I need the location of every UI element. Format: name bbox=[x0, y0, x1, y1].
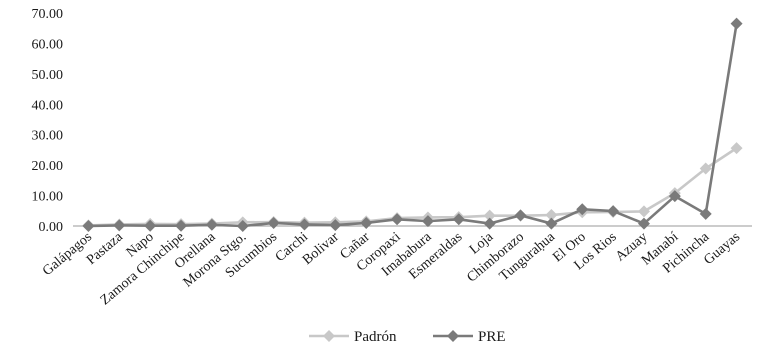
legend-label: PRE bbox=[478, 329, 506, 345]
y-tick-label: 50.00 bbox=[32, 68, 64, 83]
y-axis: 0.00 10.00 20.00 30.00 40.00 50.00 60.00 70.00 bbox=[32, 7, 64, 235]
data-point bbox=[298, 218, 311, 231]
y-tick-label: 20.00 bbox=[32, 159, 64, 174]
legend-item: Padrón bbox=[309, 329, 397, 345]
data-point bbox=[637, 217, 650, 230]
series-1 bbox=[82, 17, 743, 232]
data-point bbox=[514, 209, 527, 222]
legend-marker bbox=[323, 330, 335, 342]
data-point bbox=[483, 209, 496, 222]
y-tick-label: 0.00 bbox=[39, 220, 64, 235]
y-tick-label: 70.00 bbox=[32, 7, 64, 22]
y-tick-label: 60.00 bbox=[32, 37, 64, 52]
x-tick-label: Guayas bbox=[701, 230, 743, 268]
series-line bbox=[88, 23, 738, 228]
x-tick-label: Bolivar bbox=[300, 229, 342, 268]
y-tick-label: 30.00 bbox=[32, 129, 64, 144]
data-point bbox=[576, 203, 589, 216]
data-point bbox=[144, 219, 157, 232]
legend-label: Padrón bbox=[354, 329, 397, 345]
series-layer bbox=[82, 17, 743, 232]
data-point bbox=[545, 209, 558, 222]
y-tick-label: 10.00 bbox=[32, 190, 64, 205]
data-point bbox=[391, 213, 404, 226]
data-point bbox=[82, 220, 95, 232]
legend-item: PRE bbox=[433, 329, 506, 345]
data-point bbox=[730, 142, 743, 155]
data-point bbox=[637, 205, 650, 218]
data-point bbox=[452, 213, 465, 226]
data-point bbox=[329, 219, 342, 232]
data-point bbox=[668, 190, 681, 203]
data-point bbox=[175, 219, 188, 232]
data-point bbox=[421, 215, 434, 228]
data-point bbox=[607, 205, 620, 218]
data-point bbox=[545, 217, 558, 230]
legend: Padrón PRE bbox=[309, 329, 506, 345]
data-point bbox=[483, 217, 496, 230]
data-point bbox=[730, 17, 743, 30]
data-point bbox=[236, 220, 249, 232]
data-point bbox=[205, 218, 218, 231]
x-tick-label: Pastaza bbox=[84, 229, 126, 268]
data-point bbox=[699, 162, 712, 175]
data-point bbox=[113, 219, 126, 232]
y-tick-label: 40.00 bbox=[32, 98, 64, 113]
series-line bbox=[88, 147, 738, 227]
data-point bbox=[360, 216, 373, 229]
legend-marker bbox=[447, 330, 459, 342]
data-point bbox=[699, 207, 712, 220]
data-point bbox=[267, 216, 280, 229]
